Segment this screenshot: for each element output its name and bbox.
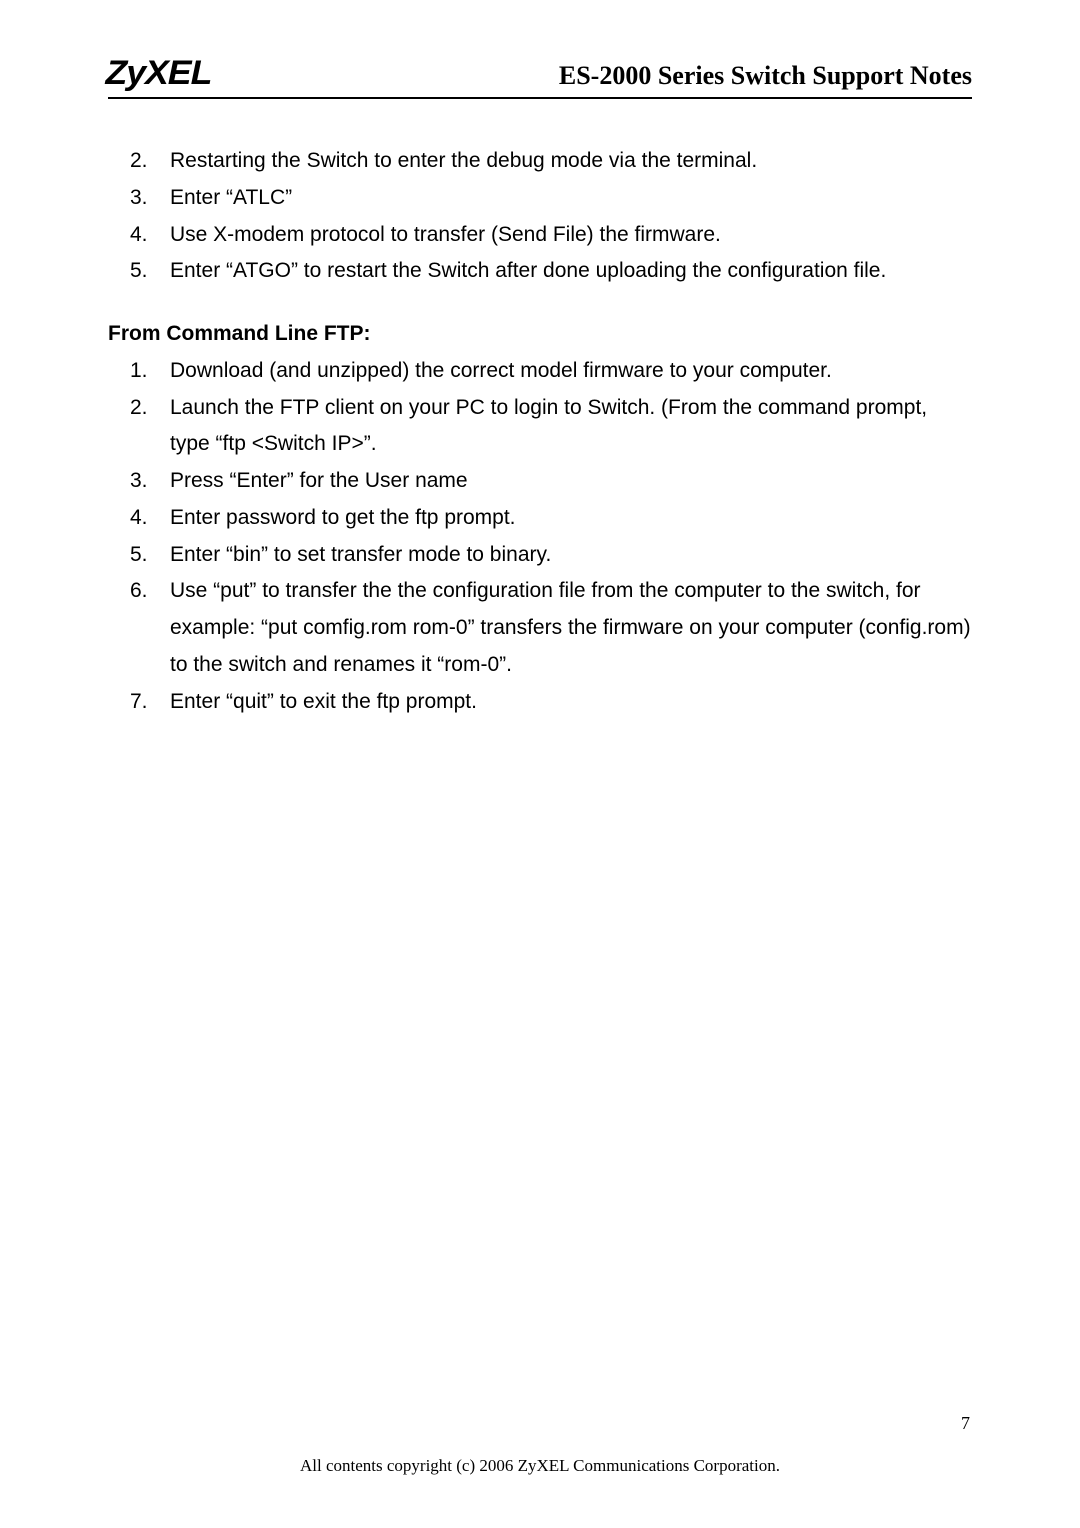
list-item: 3. Enter “ATLC” xyxy=(130,180,972,217)
footer-copyright: All contents copyright (c) 2006 ZyXEL Co… xyxy=(0,1456,1080,1476)
list-number: 6. xyxy=(130,573,170,683)
list-number: 7. xyxy=(130,684,170,721)
list-item: 3. Press “Enter” for the User name xyxy=(130,463,972,500)
list-text: Press “Enter” for the User name xyxy=(170,463,972,500)
list-item: 2. Restarting the Switch to enter the de… xyxy=(130,143,972,180)
list-number: 5. xyxy=(130,537,170,574)
list-number: 3. xyxy=(130,463,170,500)
list-text: Enter “quit” to exit the ftp prompt. xyxy=(170,684,972,721)
list-text: Use “put” to transfer the the configurat… xyxy=(170,573,972,683)
page-header: ZyXEL ES-2000 Series Switch Support Note… xyxy=(108,54,972,99)
page-content: 2. Restarting the Switch to enter the de… xyxy=(108,143,972,720)
page-container: ZyXEL ES-2000 Series Switch Support Note… xyxy=(0,0,1080,1528)
list-number: 4. xyxy=(130,217,170,254)
list-number: 5. xyxy=(130,253,170,290)
list-item: 4. Enter password to get the ftp prompt. xyxy=(130,500,972,537)
list-number: 3. xyxy=(130,180,170,217)
list-item: 1. Download (and unzipped) the correct m… xyxy=(130,353,972,390)
list-item: 2. Launch the FTP client on your PC to l… xyxy=(130,390,972,464)
document-title: ES-2000 Series Switch Support Notes xyxy=(559,61,972,97)
terminal-steps-list: 2. Restarting the Switch to enter the de… xyxy=(108,143,972,290)
list-item: 4. Use X-modem protocol to transfer (Sen… xyxy=(130,217,972,254)
list-item: 7. Enter “quit” to exit the ftp prompt. xyxy=(130,684,972,721)
list-number: 4. xyxy=(130,500,170,537)
list-text: Restarting the Switch to enter the debug… xyxy=(170,143,972,180)
list-text: Launch the FTP client on your PC to logi… xyxy=(170,390,972,464)
list-number: 1. xyxy=(130,353,170,390)
list-text: Download (and unzipped) the correct mode… xyxy=(170,353,972,390)
section-heading-ftp: From Command Line FTP: xyxy=(108,316,972,353)
list-text: Enter password to get the ftp prompt. xyxy=(170,500,972,537)
page-number: 7 xyxy=(961,1413,970,1434)
list-text: Enter “ATLC” xyxy=(170,180,972,217)
list-text: Enter “bin” to set transfer mode to bina… xyxy=(170,537,972,574)
list-number: 2. xyxy=(130,390,170,464)
list-number: 2. xyxy=(130,143,170,180)
list-text: Use X-modem protocol to transfer (Send F… xyxy=(170,217,972,254)
list-item: 6. Use “put” to transfer the the configu… xyxy=(130,573,972,683)
list-item: 5. Enter “bin” to set transfer mode to b… xyxy=(130,537,972,574)
brand-logo: ZyXEL xyxy=(105,54,211,97)
list-item: 5. Enter “ATGO” to restart the Switch af… xyxy=(130,253,972,290)
ftp-steps-list: 1. Download (and unzipped) the correct m… xyxy=(108,353,972,721)
list-text: Enter “ATGO” to restart the Switch after… xyxy=(170,253,972,290)
